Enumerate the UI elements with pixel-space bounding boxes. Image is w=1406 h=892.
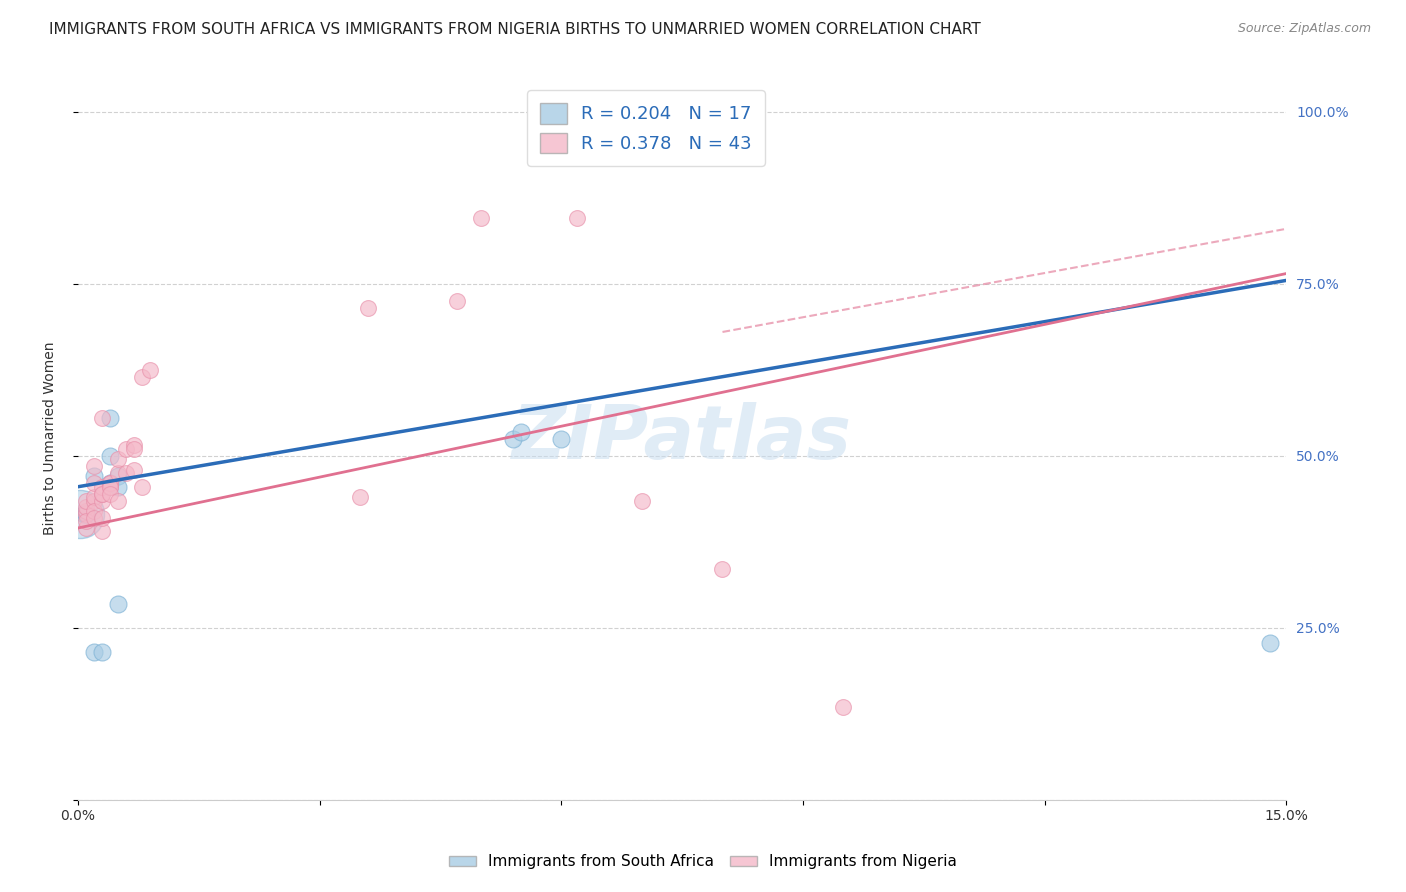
Point	[83, 490, 105, 504]
Text: Source: ZipAtlas.com: Source: ZipAtlas.com	[1237, 22, 1371, 36]
Point	[91, 645, 114, 659]
Point	[91, 486, 114, 500]
Point	[98, 449, 121, 463]
Point	[357, 301, 380, 315]
Point	[83, 504, 105, 518]
Point	[98, 476, 121, 491]
Point	[124, 462, 146, 476]
Point	[75, 504, 97, 518]
Point	[75, 500, 97, 515]
Point	[131, 480, 153, 494]
Point	[83, 469, 105, 483]
Point	[124, 442, 146, 456]
Point	[98, 476, 121, 491]
Point	[115, 466, 138, 480]
Text: ZIPatlas: ZIPatlas	[512, 402, 852, 475]
Point	[91, 493, 114, 508]
Point	[349, 490, 371, 504]
Point	[75, 508, 97, 522]
Point	[73, 508, 96, 522]
Point	[115, 442, 138, 456]
Point	[98, 480, 121, 494]
Point	[75, 508, 97, 522]
Point	[1260, 636, 1282, 650]
Point	[83, 510, 105, 524]
Legend: Immigrants from South Africa, Immigrants from Nigeria: Immigrants from South Africa, Immigrants…	[443, 848, 963, 875]
Point	[107, 469, 129, 483]
Point	[98, 476, 121, 491]
Point	[711, 562, 734, 576]
Legend: R = 0.204   N = 17, R = 0.378   N = 43: R = 0.204 N = 17, R = 0.378 N = 43	[527, 90, 765, 166]
Point	[567, 211, 589, 226]
Point	[502, 432, 524, 446]
Point	[550, 432, 572, 446]
Point	[107, 597, 129, 611]
Point	[98, 486, 121, 500]
Point	[83, 459, 105, 474]
Point	[107, 493, 129, 508]
Point	[124, 438, 146, 452]
Point	[446, 293, 468, 308]
Point	[510, 425, 533, 439]
Point	[631, 493, 654, 508]
Point	[91, 524, 114, 539]
Point	[75, 514, 97, 528]
Point	[139, 363, 162, 377]
Point	[832, 699, 855, 714]
Point	[91, 486, 114, 500]
Point	[98, 411, 121, 425]
Point	[83, 493, 105, 508]
Point	[83, 645, 105, 659]
Point	[91, 411, 114, 425]
Point	[83, 476, 105, 491]
Point	[131, 369, 153, 384]
Point	[91, 480, 114, 494]
Point	[75, 493, 97, 508]
Y-axis label: Births to Unmarried Women: Births to Unmarried Women	[44, 342, 58, 535]
Point	[91, 510, 114, 524]
Point	[75, 508, 97, 522]
Point	[107, 480, 129, 494]
Point	[470, 211, 492, 226]
Point	[107, 466, 129, 480]
Point	[98, 480, 121, 494]
Text: IMMIGRANTS FROM SOUTH AFRICA VS IMMIGRANTS FROM NIGERIA BIRTHS TO UNMARRIED WOME: IMMIGRANTS FROM SOUTH AFRICA VS IMMIGRAN…	[49, 22, 981, 37]
Point	[75, 521, 97, 535]
Point	[69, 508, 91, 522]
Point	[107, 452, 129, 467]
